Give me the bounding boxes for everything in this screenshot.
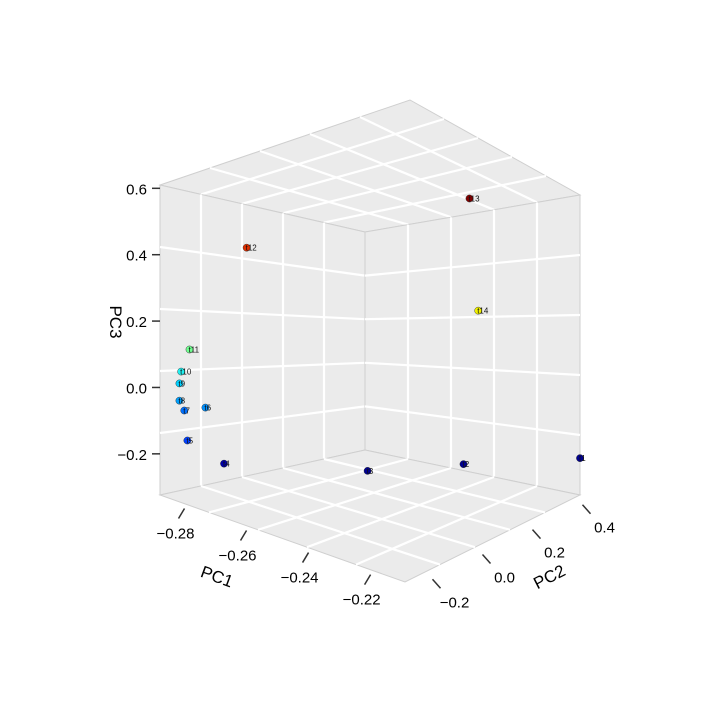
axes: −0.2 0.0 0.2 0.4 0.6 −0.28 −0.26 −0.24 −0.22 −0.2… (117, 181, 615, 611)
gridline (200, 117, 445, 196)
y-tick-label: 0.2 (544, 545, 565, 562)
gridline (364, 361, 581, 377)
y-tick (481, 553, 492, 564)
y-tick (531, 529, 542, 540)
gridline (309, 132, 495, 211)
point-t10 (177, 367, 185, 376)
z-tick-label: 0.2 (126, 314, 147, 331)
point-t7 (180, 406, 189, 415)
point-t14 (474, 306, 483, 315)
z-tick-label: 0.0 (126, 380, 147, 397)
gridline (323, 457, 546, 514)
point-t12 (242, 243, 251, 252)
gridline (306, 475, 495, 549)
y-tick (581, 504, 592, 515)
gridline (241, 475, 476, 549)
x-tick-label: −0.24 (281, 570, 319, 587)
gridline (159, 405, 366, 435)
plot-panels (158, 99, 582, 583)
point-t11 (185, 345, 194, 354)
point-t3 (363, 467, 372, 475)
gridline (282, 155, 513, 215)
point-label-t11: t11 (189, 345, 200, 354)
gridline (159, 245, 366, 277)
y-tick-label: −0.2 (440, 594, 470, 611)
gridline (359, 116, 538, 204)
z-tick-label: −0.2 (117, 447, 147, 464)
gridline (241, 136, 479, 205)
point-label-t6: t6 (204, 404, 211, 413)
point-label-t13: t13 (468, 194, 480, 203)
point-label-t12: t12 (246, 244, 258, 253)
point-label-t10: t10 (180, 368, 192, 377)
point-label-t8: t8 (178, 397, 185, 406)
gridline (208, 457, 409, 514)
y-tick-label: 0.4 (594, 520, 615, 537)
gridline (364, 253, 581, 277)
gridline (355, 484, 538, 566)
z-axis-title: PC3 (106, 305, 125, 338)
point-t1 (576, 454, 584, 462)
x-tick (301, 552, 310, 563)
point-label-t5: t5 (186, 437, 193, 446)
gridline (282, 466, 511, 531)
z-tick-label: 0.6 (126, 181, 147, 198)
gridline (209, 166, 409, 226)
panel-left (159, 184, 366, 496)
gridline (200, 484, 441, 566)
gridline (323, 174, 547, 224)
point-label-t3: t3 (367, 467, 374, 476)
point-t4 (220, 459, 228, 468)
point-t6 (201, 403, 210, 412)
point-label-t9: t9 (178, 379, 185, 388)
point-t5 (183, 436, 192, 445)
point-t8 (175, 396, 184, 405)
point-label-t1: t1 (579, 454, 586, 463)
point-t9 (175, 379, 184, 388)
x-tick-label: −0.28 (157, 526, 195, 543)
x-tick-label: −0.22 (343, 592, 381, 609)
x-tick (239, 530, 248, 541)
gridline (159, 361, 366, 373)
gridline (257, 466, 452, 531)
point-t13 (465, 194, 474, 203)
y-tick (431, 578, 442, 589)
point-label-t4: t4 (223, 460, 230, 469)
point-label-t14: t14 (477, 307, 489, 316)
point-label-t7: t7 (183, 407, 190, 416)
point-t2 (459, 460, 468, 468)
x-tick (363, 574, 372, 585)
point-label-t2: t2 (462, 460, 469, 469)
gridline (259, 149, 452, 219)
y-tick-label: 0.0 (494, 569, 515, 586)
x-tick-label: −0.26 (219, 548, 257, 565)
y-axis-title: PC2 (530, 561, 568, 593)
gridline (364, 405, 581, 437)
x-axis-title: PC1 (198, 562, 236, 591)
gridline (364, 313, 581, 321)
z-tick-label: 0.4 (126, 248, 147, 265)
gridline (159, 307, 366, 321)
panel-right (364, 194, 581, 496)
x-tick (177, 508, 186, 519)
